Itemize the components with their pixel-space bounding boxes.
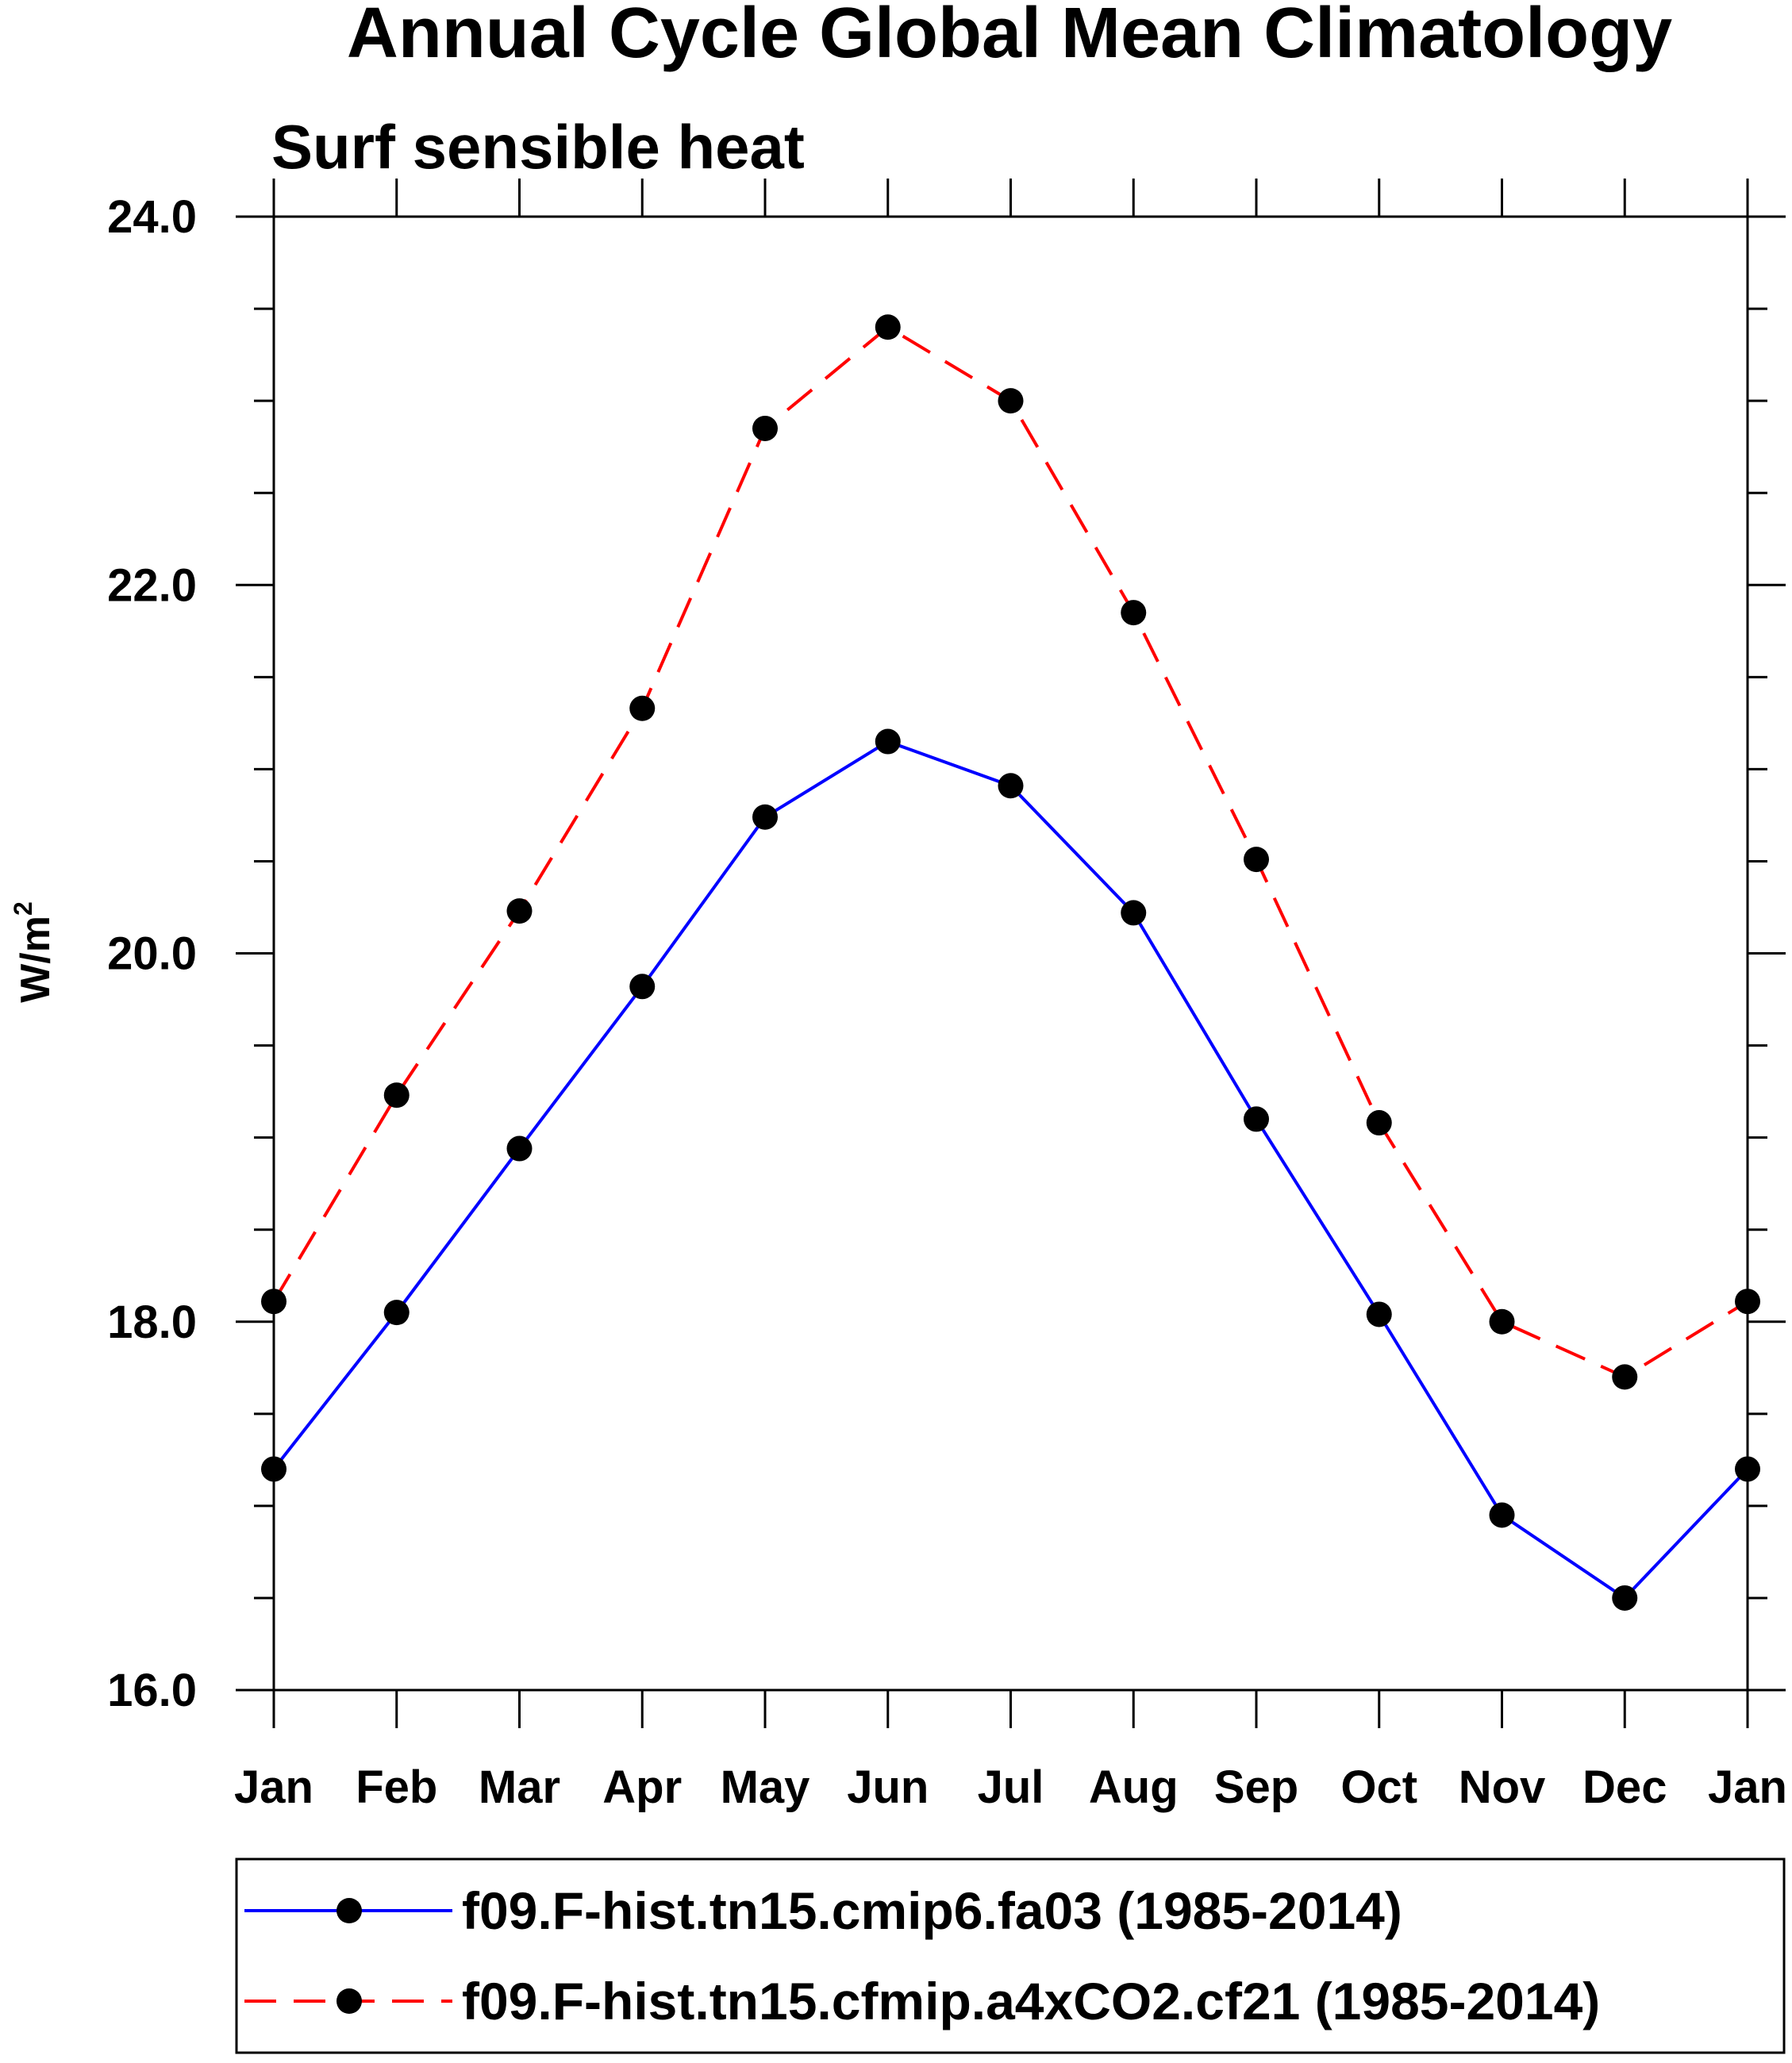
series-2-point — [1121, 600, 1147, 626]
y-tick-label: 16.0 — [107, 1665, 197, 1716]
y-tick-label: 22.0 — [107, 559, 197, 611]
x-tick-label: Feb — [356, 1761, 437, 1813]
series-2-point — [1366, 1110, 1392, 1136]
series-2-point — [875, 314, 901, 340]
x-tick-label: Oct — [1340, 1761, 1417, 1813]
series-1 — [261, 728, 1760, 1611]
x-tick-label: Jan — [1708, 1761, 1787, 1813]
series-1-point — [629, 974, 656, 1000]
series-2-point — [383, 1082, 410, 1108]
x-tick-label: Mar — [479, 1761, 560, 1813]
chart-title: Annual Cycle Global Mean Climatology — [347, 0, 1672, 73]
x-tick-label: Aug — [1089, 1761, 1179, 1813]
series-1-point — [506, 1135, 533, 1162]
series-1-point — [998, 773, 1024, 799]
series-1-point — [1121, 900, 1147, 926]
series-1-point — [1489, 1502, 1515, 1528]
x-tick-label: Dec — [1582, 1761, 1667, 1813]
data-series — [261, 314, 1760, 1611]
series-2-point — [261, 1289, 286, 1315]
x-tick-label: Apr — [602, 1761, 682, 1813]
series-1-point — [752, 804, 778, 830]
y-axis-label-superscript: 2 — [9, 901, 37, 916]
y-axis-label-base: W/m — [13, 916, 59, 1003]
x-tick-label: Jul — [978, 1761, 1044, 1813]
series-1-point — [1735, 1456, 1760, 1482]
legend-label-1: f09.F-hist.tn15.cmip6.fa03 (1985-2014) — [462, 1881, 1402, 1940]
y-tick-label: 18.0 — [107, 1297, 197, 1348]
legend-marker-1 — [336, 1898, 362, 1923]
legend-box — [235, 1857, 1786, 2054]
x-tick-labels: Jan Feb Mar Apr May Jun Jul Aug Sep Oct Nov Dec Jan — [234, 1761, 1787, 1813]
plot-frame — [272, 215, 1749, 1692]
series-2-line — [272, 325, 1749, 1379]
series-1-point — [1366, 1301, 1392, 1327]
x-tick-label: May — [721, 1761, 810, 1813]
y-axis-label: W/m2 — [9, 901, 59, 1003]
series-2 — [261, 314, 1760, 1390]
series-1-point — [1244, 1106, 1269, 1132]
series-2-point — [752, 415, 778, 441]
legend: f09.F-hist.tn15.cmip6.fa03 (1985-2014) f0… — [244, 1881, 1600, 2030]
series-2-point — [629, 695, 656, 721]
series-2-point — [998, 388, 1024, 414]
series-2-point — [1489, 1308, 1515, 1335]
series-2-point — [1612, 1364, 1638, 1390]
series-1-line — [272, 740, 1749, 1600]
x-tick-label: Nov — [1459, 1761, 1546, 1813]
y-tick-label: 24.0 — [107, 191, 197, 243]
legend-label-2: f09.F-hist.tn15.cfmip.a4xCO2.cf21 (1985-… — [462, 1972, 1600, 2030]
series-1-point — [1612, 1585, 1638, 1611]
series-2-point — [506, 898, 533, 924]
series-1-point — [261, 1456, 286, 1482]
x-tick-label: Sep — [1214, 1761, 1298, 1813]
x-tick-label: Jun — [847, 1761, 929, 1813]
series-2-point — [1735, 1289, 1760, 1315]
chart-subtitle: Surf sensible heat — [271, 112, 805, 182]
series-1-point — [875, 728, 901, 755]
axis-ticks — [236, 179, 1786, 1728]
y-tick-labels: 16.0 18.0 20.0 22.0 24.0 — [107, 191, 197, 1716]
series-1-point — [383, 1300, 410, 1326]
y-tick-label: 20.0 — [107, 928, 197, 980]
series-2-point — [1244, 847, 1269, 873]
legend-marker-2 — [336, 1988, 362, 2014]
x-tick-label: Jan — [234, 1761, 313, 1813]
